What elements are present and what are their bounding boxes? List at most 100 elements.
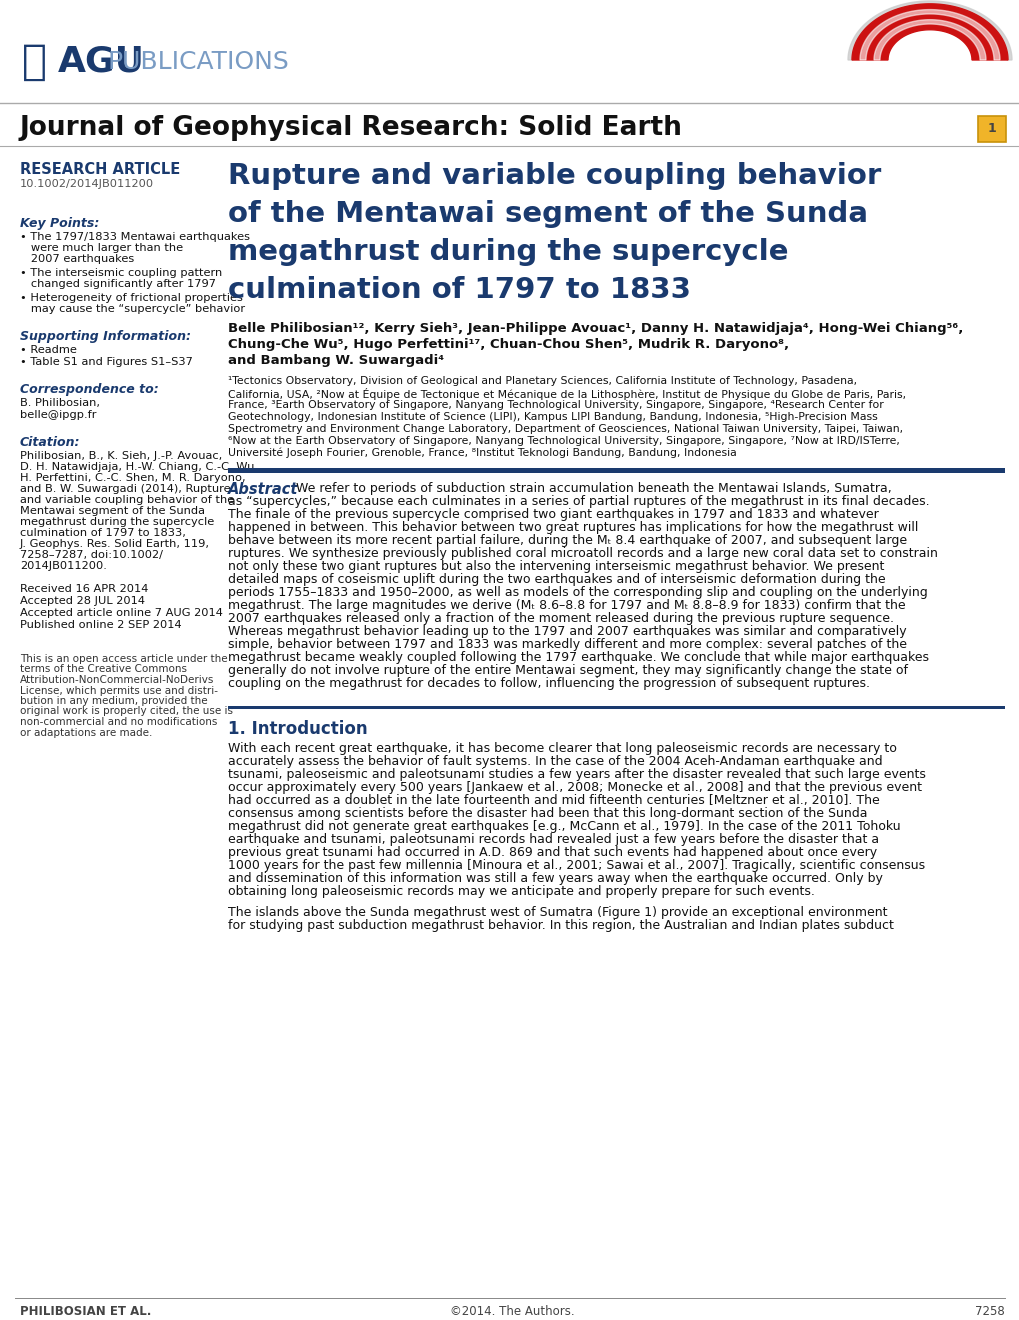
Text: • The 1797/1833 Mentawai earthquakes: • The 1797/1833 Mentawai earthquakes (20, 232, 250, 242)
Text: behave between its more recent partial failure, during the Mₜ 8.4 earthquake of : behave between its more recent partial f… (228, 535, 906, 546)
Text: D. H. Natawidjaja, H.-W. Chiang, C.-C. Wu,: D. H. Natawidjaja, H.-W. Chiang, C.-C. W… (20, 462, 258, 473)
Text: megathrust. The large magnitudes we derive (Mₜ 8.6–8.8 for 1797 and Mₜ 8.8–8.9 f: megathrust. The large magnitudes we deri… (228, 599, 905, 612)
Text: periods 1755–1833 and 1950–2000, as well as models of the corresponding slip and: periods 1755–1833 and 1950–2000, as well… (228, 586, 927, 599)
Text: Journal of Geophysical Research: Solid Earth: Journal of Geophysical Research: Solid E… (20, 115, 682, 141)
Text: • Table S1 and Figures S1–S37: • Table S1 and Figures S1–S37 (20, 356, 193, 367)
Polygon shape (847, 1, 1011, 59)
Text: ruptures. We synthesize previously published coral microatoll records and a larg: ruptures. We synthesize previously publi… (228, 546, 936, 560)
Text: Rupture and variable coupling behavior: Rupture and variable coupling behavior (228, 162, 880, 190)
Text: terms of the Creative Commons: terms of the Creative Commons (20, 664, 186, 675)
Text: coupling on the megathrust for decades to follow, influencing the progression of: coupling on the megathrust for decades t… (228, 677, 869, 690)
Text: changed significantly after 1797: changed significantly after 1797 (20, 279, 216, 289)
Text: belle@ipgp.fr: belle@ipgp.fr (20, 411, 97, 420)
Text: megathrust during the supercycle: megathrust during the supercycle (228, 238, 788, 267)
Text: PHILIBOSIAN ET AL.: PHILIBOSIAN ET AL. (20, 1305, 151, 1317)
Text: simple, behavior between 1797 and 1833 was markedly different and more complex: : simple, behavior between 1797 and 1833 w… (228, 638, 906, 651)
Text: 2007 earthquakes released only a fraction of the moment released during the prev: 2007 earthquakes released only a fractio… (228, 612, 893, 624)
Text: 7258: 7258 (974, 1305, 1004, 1317)
Text: Belle Philibosian¹², Kerry Sieh³, Jean-Philippe Avouac¹, Danny H. Natawidjaja⁴, : Belle Philibosian¹², Kerry Sieh³, Jean-P… (228, 322, 962, 335)
Text: This is an open access article under the: This is an open access article under the (20, 653, 227, 664)
Text: accurately assess the behavior of fault systems. In the case of the 2004 Aceh-An: accurately assess the behavior of fault … (228, 755, 881, 768)
Polygon shape (873, 20, 985, 59)
Text: Citation:: Citation: (20, 436, 81, 449)
Text: for studying past subduction megathrust behavior. In this region, the Australian: for studying past subduction megathrust … (228, 919, 893, 932)
Text: ⁶Now at the Earth Observatory of Singapore, Nanyang Technological University, Si: ⁶Now at the Earth Observatory of Singapo… (228, 436, 899, 446)
Text: 7258–7287, doi:10.1002/: 7258–7287, doi:10.1002/ (20, 550, 163, 560)
Text: Mentawai segment of the Sunda: Mentawai segment of the Sunda (20, 506, 205, 516)
Text: earthquake and tsunami, paleotsunami records had revealed just a few years befor: earthquake and tsunami, paleotsunami rec… (228, 833, 878, 846)
Text: generally do not involve rupture of the entire Mentawai segment, they may signif: generally do not involve rupture of the … (228, 664, 907, 677)
Text: Whereas megathrust behavior leading up to the 1797 and 2007 earthquakes was simi: Whereas megathrust behavior leading up t… (228, 624, 906, 638)
Text: megathrust did not generate great earthquakes [e.g., McCann et al., 1979]. In th: megathrust did not generate great earthq… (228, 820, 900, 833)
Text: and B. W. Suwargadi (2014), Rupture: and B. W. Suwargadi (2014), Rupture (20, 484, 230, 494)
Text: bution in any medium, provided the: bution in any medium, provided the (20, 696, 208, 706)
Text: occur approximately every 500 years [Jankaew et al., 2008; Monecke et al., 2008]: occur approximately every 500 years [Jan… (228, 781, 921, 795)
Text: consensus among scientists before the disaster had been that this long-dormant s: consensus among scientists before the di… (228, 807, 866, 820)
Text: Spectrometry and Environment Change Laboratory, Department of Geosciences, Natio: Spectrometry and Environment Change Labo… (228, 424, 902, 434)
Text: may cause the “supercycle” behavior: may cause the “supercycle” behavior (20, 304, 245, 314)
Text: JGR: JGR (900, 54, 955, 82)
Text: and dissemination of this information was still a few years away when the earthq: and dissemination of this information wa… (228, 873, 882, 884)
Text: obtaining long paleoseismic records may we anticipate and properly prepare for s: obtaining long paleoseismic records may … (228, 884, 814, 898)
Text: Attribution-NonCommercial-NoDerivs: Attribution-NonCommercial-NoDerivs (20, 675, 214, 685)
Text: We refer to periods of subduction strain accumulation beneath the Mentawai Islan: We refer to periods of subduction strain… (296, 482, 891, 495)
Text: Correspondence to:: Correspondence to: (20, 383, 159, 396)
Text: • The interseismic coupling pattern: • The interseismic coupling pattern (20, 268, 222, 279)
Text: megathrust during the supercycle: megathrust during the supercycle (20, 517, 214, 527)
Text: The finale of the previous supercycle comprised two giant earthquakes in 1797 an: The finale of the previous supercycle co… (228, 508, 878, 521)
Text: J. Geophys. Res. Solid Earth, 119,: J. Geophys. Res. Solid Earth, 119, (20, 539, 210, 549)
Text: happened in between. This behavior between two great ruptures has implications f: happened in between. This behavior betwe… (228, 521, 917, 535)
Text: as “supercycles,” because each culminates in a series of partial ruptures of the: as “supercycles,” because each culminate… (228, 495, 928, 508)
Text: of the Mentawai segment of the Sunda: of the Mentawai segment of the Sunda (228, 201, 867, 228)
Text: previous great tsunami had occurred in A.D. 869 and that such events had happene: previous great tsunami had occurred in A… (228, 846, 876, 859)
FancyBboxPatch shape (228, 706, 1004, 709)
Polygon shape (859, 9, 999, 59)
Text: and Bambang W. Suwargadi⁴: and Bambang W. Suwargadi⁴ (228, 354, 443, 367)
Text: Key Points:: Key Points: (20, 216, 99, 230)
Text: License, which permits use and distri-: License, which permits use and distri- (20, 685, 218, 696)
Text: 2007 earthquakes: 2007 earthquakes (20, 253, 135, 264)
Text: Abstract: Abstract (228, 482, 299, 498)
Text: had occurred as a doublet in the late fourteenth and mid fifteenth centuries [Me: had occurred as a doublet in the late fo… (228, 795, 879, 807)
Text: or adaptations are made.: or adaptations are made. (20, 727, 152, 738)
Text: detailed maps of coseismic uplift during the two earthquakes and of interseismic: detailed maps of coseismic uplift during… (228, 573, 884, 586)
Text: California, USA, ²Now at Équipe de Tectonique et Mécanique de la Lithosphère, In: California, USA, ²Now at Équipe de Tecto… (228, 388, 905, 400)
Text: Université Joseph Fourier, Grenoble, France, ⁸Institut Teknologi Bandung, Bandun: Université Joseph Fourier, Grenoble, Fra… (228, 447, 736, 458)
Text: ©2014. The Authors.: ©2014. The Authors. (449, 1305, 574, 1317)
Text: RESEARCH ARTICLE: RESEARCH ARTICLE (20, 162, 180, 177)
Text: B. Philibosian,: B. Philibosian, (20, 399, 100, 408)
Text: ¹Tectonics Observatory, Division of Geological and Planetary Sciences, Californi: ¹Tectonics Observatory, Division of Geol… (228, 376, 856, 385)
Text: Geotechnology, Indonesian Institute of Science (LIPI), Kampus LIPI Bandung, Band: Geotechnology, Indonesian Institute of S… (228, 412, 877, 422)
Text: • Heterogeneity of frictional properties: • Heterogeneity of frictional properties (20, 293, 243, 304)
Text: The islands above the Sunda megathrust west of Sumatra (Figure 1) provide an exc: The islands above the Sunda megathrust w… (228, 906, 887, 919)
Text: 10.1002/2014JB011200: 10.1002/2014JB011200 (20, 180, 154, 189)
Text: tsunami, paleoseismic and paleotsunami studies a few years after the disaster re: tsunami, paleoseismic and paleotsunami s… (228, 768, 925, 781)
Text: 1: 1 (986, 123, 996, 136)
Text: Accepted 28 JUL 2014: Accepted 28 JUL 2014 (20, 597, 145, 606)
Text: 1. Introduction: 1. Introduction (228, 719, 367, 738)
Text: AGU: AGU (58, 45, 145, 79)
Text: Chung-Che Wu⁵, Hugo Perfettini¹⁷, Chuan-Chou Shen⁵, Mudrik R. Daryono⁸,: Chung-Che Wu⁵, Hugo Perfettini¹⁷, Chuan-… (228, 338, 789, 351)
Text: Published online 2 SEP 2014: Published online 2 SEP 2014 (20, 620, 181, 630)
Text: With each recent great earthquake, it has become clearer that long paleoseismic : With each recent great earthquake, it ha… (228, 742, 896, 755)
Text: Received 16 APR 2014: Received 16 APR 2014 (20, 583, 148, 594)
Text: megathrust became weakly coupled following the 1797 earthquake. We conclude that: megathrust became weakly coupled followi… (228, 651, 928, 664)
Text: original work is properly cited, the use is: original work is properly cited, the use… (20, 706, 232, 717)
Text: culmination of 1797 to 1833,: culmination of 1797 to 1833, (20, 528, 185, 539)
Text: 2014JB011200.: 2014JB011200. (20, 561, 107, 572)
Text: • Readme: • Readme (20, 345, 76, 355)
Text: Supporting Information:: Supporting Information: (20, 330, 191, 343)
Text: were much larger than the: were much larger than the (20, 243, 183, 253)
Polygon shape (851, 4, 1007, 59)
Text: France, ³Earth Observatory of Singapore, Nanyang Technological University, Singa: France, ³Earth Observatory of Singapore,… (228, 400, 882, 411)
Text: not only these two giant ruptures but also the intervening interseismic megathru: not only these two giant ruptures but al… (228, 560, 883, 573)
Text: and variable coupling behavior of the: and variable coupling behavior of the (20, 495, 234, 506)
FancyBboxPatch shape (228, 469, 1004, 473)
FancyBboxPatch shape (977, 116, 1005, 143)
Text: Accepted article online 7 AUG 2014: Accepted article online 7 AUG 2014 (20, 609, 223, 618)
Text: Philibosian, B., K. Sieh, J.-P. Avouac,: Philibosian, B., K. Sieh, J.-P. Avouac, (20, 451, 222, 461)
Text: PUBLICATIONS: PUBLICATIONS (108, 50, 289, 74)
Text: non-commercial and no modifications: non-commercial and no modifications (20, 717, 217, 727)
Text: Ⓜ: Ⓜ (22, 41, 47, 83)
Text: H. Perfettini, C.-C. Shen, M. R. Daryono,: H. Perfettini, C.-C. Shen, M. R. Daryono… (20, 473, 246, 483)
